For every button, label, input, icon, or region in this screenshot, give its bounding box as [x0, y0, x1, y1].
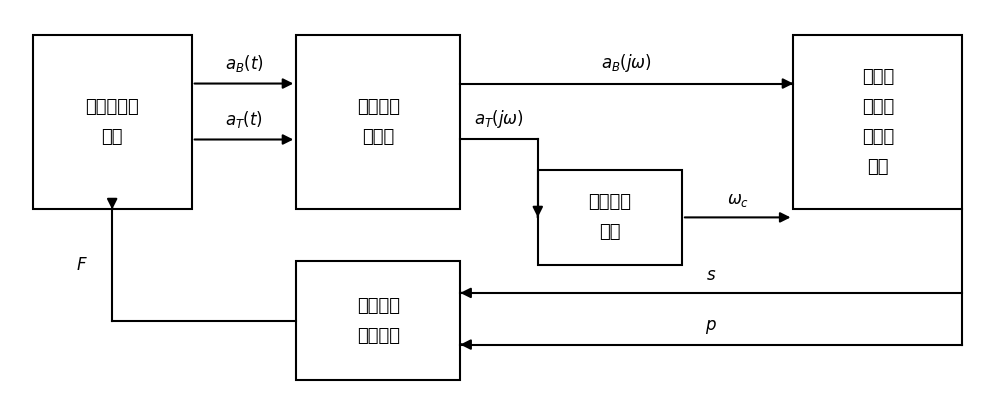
- Bar: [296, 35, 460, 210]
- Text: $a_T(j\omega)$: $a_T(j\omega)$: [474, 108, 524, 129]
- Bar: [793, 35, 962, 210]
- Bar: [538, 170, 682, 265]
- Text: $p$: $p$: [705, 318, 717, 336]
- Text: 子和位: 子和位: [862, 98, 894, 116]
- Text: 速度因: 速度因: [862, 68, 894, 86]
- Text: 计算: 计算: [867, 158, 889, 176]
- Text: $a_B(j\omega)$: $a_B(j\omega)$: [601, 52, 652, 74]
- Text: $a_T(t)$: $a_T(t)$: [225, 108, 263, 129]
- Text: $s$: $s$: [706, 266, 716, 284]
- Text: 截止频率: 截止频率: [588, 193, 631, 212]
- Text: 叶变换: 叶变换: [362, 128, 394, 146]
- Text: $F$: $F$: [76, 256, 87, 274]
- Text: 码堆机器人: 码堆机器人: [85, 98, 139, 116]
- Text: 参数计算: 参数计算: [357, 327, 400, 345]
- Text: 计算: 计算: [599, 223, 621, 241]
- Text: 离散傅立: 离散傅立: [357, 98, 400, 116]
- Text: $\omega_c$: $\omega_c$: [727, 191, 749, 209]
- Text: 补偿力矩: 补偿力矩: [357, 297, 400, 315]
- Text: 本体: 本体: [101, 128, 123, 146]
- Text: 置因子: 置因子: [862, 128, 894, 146]
- Text: $a_B(t)$: $a_B(t)$: [225, 53, 263, 74]
- Bar: [296, 261, 460, 380]
- Bar: [33, 35, 192, 210]
